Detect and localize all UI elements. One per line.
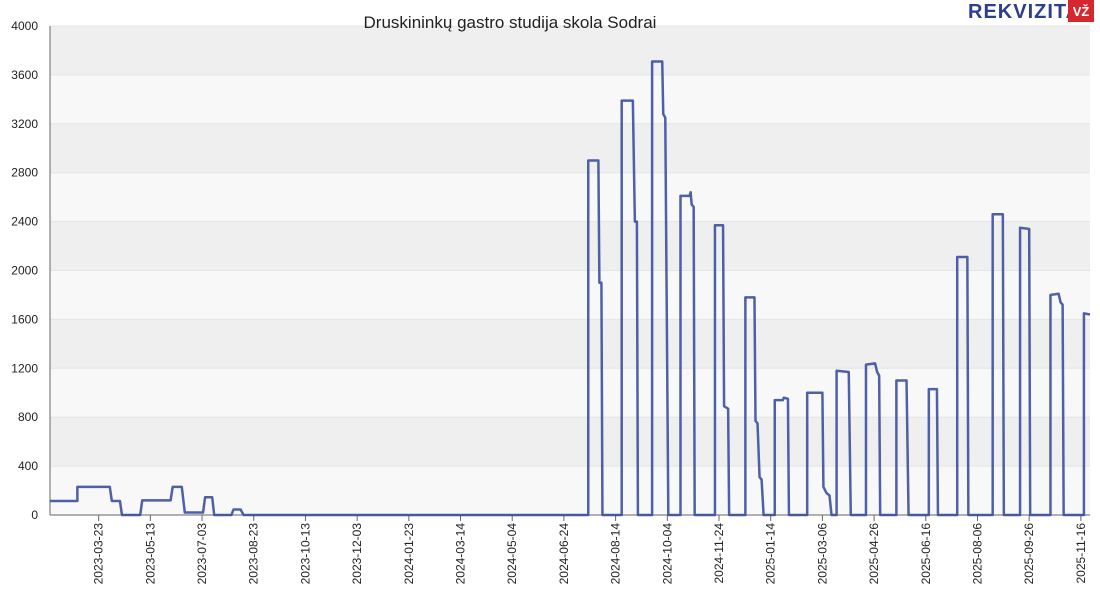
- logo-badge-text: VŽ: [1073, 4, 1090, 19]
- grid-band: [50, 123, 1090, 173]
- x-tick-label: 2025-01-14: [764, 523, 778, 585]
- y-tick-label: 3600: [11, 68, 38, 82]
- x-tick-label: 2024-05-04: [505, 523, 519, 585]
- grid-band: [50, 270, 1090, 320]
- grid-band: [50, 368, 1090, 418]
- x-tick-label: 2024-10-04: [660, 523, 674, 585]
- x-tick-label: 2024-03-14: [454, 523, 468, 585]
- y-tick-label: 2400: [11, 215, 38, 229]
- y-tick-label: 0: [31, 508, 38, 522]
- y-tick-label: 3200: [11, 117, 38, 131]
- x-tick-label: 2023-08-23: [247, 523, 261, 585]
- x-tick-label: 2025-09-26: [1022, 523, 1036, 585]
- x-tick-label: 2023-12-03: [350, 523, 364, 585]
- grid-band: [50, 74, 1090, 124]
- x-tick-label: 2025-08-06: [970, 523, 984, 585]
- y-tick-label: 400: [18, 459, 38, 473]
- x-tick-label: 2025-03-06: [815, 523, 829, 585]
- y-tick-label: 2800: [11, 166, 38, 180]
- logo-text: REKVIZITAI: [968, 1, 1088, 23]
- grid-band: [50, 466, 1090, 515]
- grid-band: [50, 417, 1090, 467]
- grid-band: [50, 172, 1090, 222]
- grid-band: [50, 26, 1090, 75]
- x-tick-label: 2024-06-24: [557, 523, 571, 585]
- y-tick-label: 800: [18, 410, 38, 424]
- logo-badge: [1068, 0, 1094, 22]
- grid-band: [50, 221, 1090, 271]
- x-tick-label: 2023-07-03: [195, 523, 209, 585]
- x-tick-label: 2025-06-16: [919, 523, 933, 585]
- plot-area: [50, 25, 1090, 516]
- x-tick-label: 2025-11-16: [1074, 523, 1088, 584]
- y-tick-label: 4000: [11, 19, 38, 33]
- x-tick-label: 2024-11-24: [712, 523, 726, 584]
- chart-title: Druskininkų gastro studija skola Sodrai: [364, 13, 657, 32]
- logo: REKVIZITAI VŽ: [968, 0, 1094, 23]
- x-tick-label: 2024-01-23: [402, 523, 416, 585]
- grid-band: [50, 319, 1090, 369]
- data-line: [50, 60, 1091, 517]
- x-tick-label: 2023-10-13: [298, 523, 312, 585]
- y-tick-label: 1200: [11, 361, 38, 375]
- x-tick-label: 2025-04-26: [867, 523, 881, 585]
- x-tick-label: 2024-08-14: [609, 523, 623, 585]
- x-tick-label: 2023-03-23: [92, 523, 106, 585]
- x-tick-label: 2023-05-13: [143, 523, 157, 585]
- y-tick-label: 2000: [11, 264, 38, 278]
- y-tick-label: 1600: [11, 312, 38, 326]
